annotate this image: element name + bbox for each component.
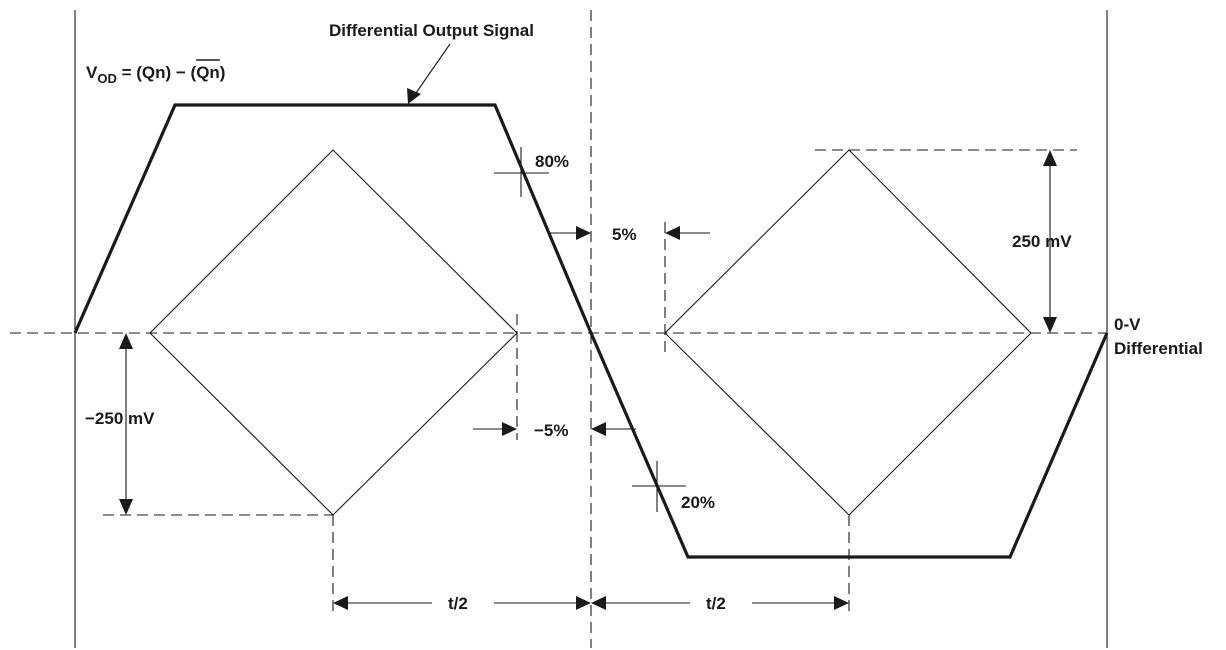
vod-formula: VOD = (Qn) − (Qn): [86, 63, 225, 86]
left-eye-mask: [149, 149, 518, 516]
vod-formula-overbar-term: Qn: [196, 63, 220, 82]
mv-pos-arrowhead-bottom: [1043, 317, 1057, 333]
half-period-right-label: t/2: [706, 594, 726, 613]
mv-pos-label: 250 mV: [1012, 232, 1072, 251]
pct20-label: 20%: [681, 493, 715, 512]
diagram-title: Differential Output Signal: [329, 21, 534, 40]
pctneg5-left-arrowhead: [502, 422, 517, 436]
pct80-label: 80%: [535, 152, 569, 171]
half-period-left-label: t/2: [448, 594, 468, 613]
right-eye-mask: [664, 149, 1032, 516]
vod-formula-rhs: ): [220, 63, 226, 82]
t2-left-arrowhead-start: [333, 596, 348, 610]
vod-formula-v: V: [86, 63, 98, 82]
t2-left-arrowhead-end: [576, 596, 591, 610]
differential-output-waveform: [73, 103, 1109, 559]
pct5-label: 5%: [612, 225, 637, 244]
title-callout-line: [415, 43, 451, 94]
pctneg5-label: −5%: [534, 421, 569, 440]
zero-v-label-line2: Differential: [1114, 339, 1203, 358]
mv-neg-arrowhead-top: [119, 333, 133, 349]
t2-right-arrowhead-end: [834, 596, 849, 610]
vod-formula-lhs: = (Qn) − (: [117, 63, 197, 82]
pct5-right-arrowhead: [665, 226, 680, 240]
mv-neg-arrowhead-bottom: [119, 499, 133, 515]
mv-neg-label: −250 mV: [85, 409, 155, 428]
t2-right-arrowhead-start: [591, 596, 606, 610]
zero-v-label-line1: 0-V: [1114, 315, 1141, 334]
pctneg5-right-arrowhead: [591, 422, 606, 436]
pct5-left-arrowhead: [576, 226, 591, 240]
mv-pos-arrowhead-top: [1043, 150, 1057, 166]
title-callout-arrowhead: [407, 88, 421, 104]
vod-formula-subscript: OD: [97, 71, 117, 86]
